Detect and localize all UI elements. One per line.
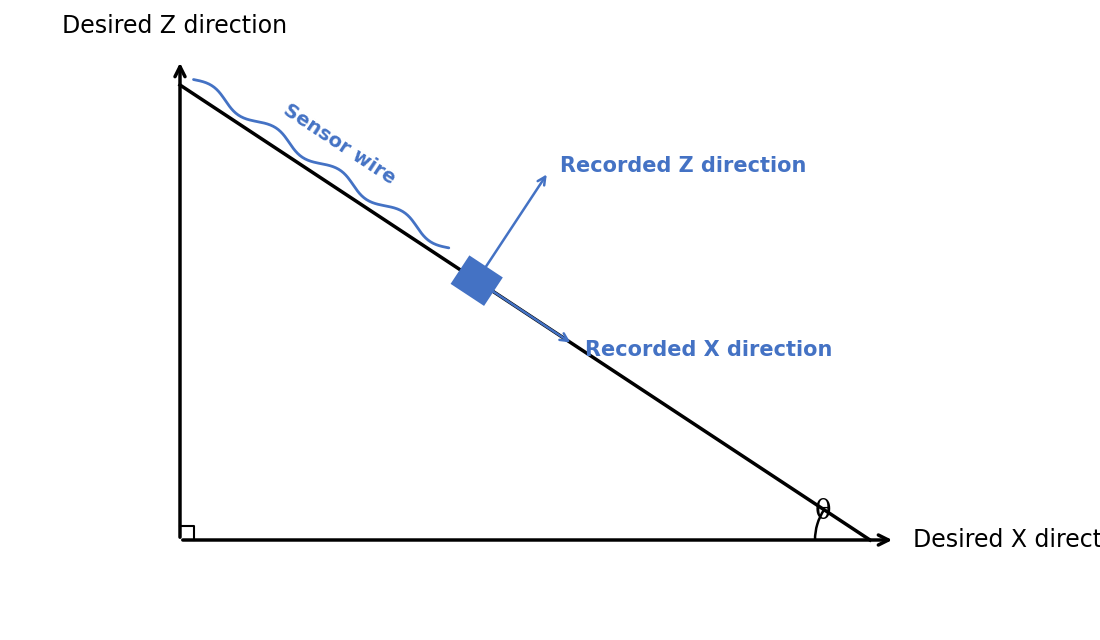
Text: θ: θ: [815, 498, 832, 525]
Text: Desired X direction: Desired X direction: [913, 528, 1100, 552]
Text: Recorded X direction: Recorded X direction: [585, 340, 832, 360]
Bar: [452, 257, 502, 305]
Text: Recorded Z direction: Recorded Z direction: [560, 156, 806, 176]
Text: Sensor wire: Sensor wire: [279, 100, 398, 188]
Text: Desired Z direction: Desired Z direction: [63, 14, 287, 38]
